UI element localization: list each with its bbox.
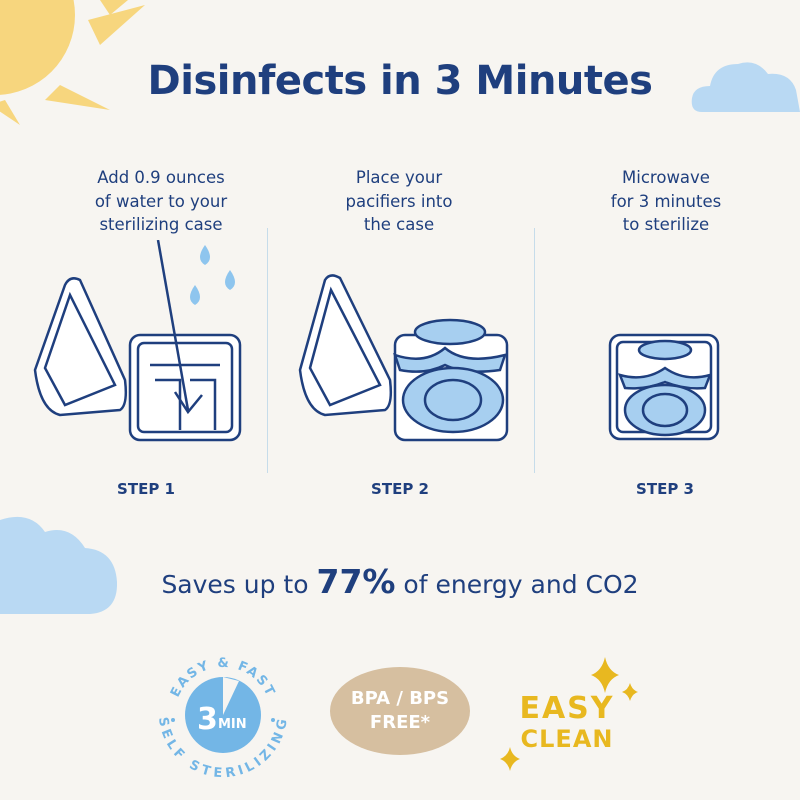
- instruction-line: Add 0.9 ounces: [97, 168, 225, 187]
- step-2-instruction: Place your pacifiers into the case: [289, 166, 509, 237]
- savings-prefix: Saves up to: [161, 570, 317, 599]
- savings-value: 77%: [316, 562, 396, 601]
- self-sterilizing-badge: EASY & FAST SELF STERILIZING 3 MIN: [155, 656, 289, 780]
- instruction-line: pacifiers into: [345, 191, 453, 211]
- bpa-free-badge: BPA / BPS FREE*: [330, 667, 470, 755]
- instruction-line: Microwave: [622, 168, 710, 187]
- instruction-line: the case: [363, 215, 435, 234]
- case-with-water-illustration: [33, 240, 242, 442]
- step-3-instruction: Microwave for 3 minutes to sterilize: [556, 166, 776, 237]
- instruction-line: to sterilize: [622, 215, 710, 234]
- case-with-pacifiers-illustration: [298, 274, 509, 442]
- badge-number: 3: [197, 702, 218, 737]
- sparkle-icon: [500, 657, 638, 771]
- page-title: Disinfects in 3 Minutes: [147, 58, 653, 104]
- instruction-line: of water to your: [94, 191, 228, 211]
- divider: [267, 228, 268, 473]
- bpa-line-1: BPA / BPS: [350, 688, 450, 709]
- instruction-line: Place your: [355, 168, 443, 187]
- divider: [534, 228, 535, 473]
- badge-unit: MIN: [218, 717, 247, 732]
- bpa-line-2: FREE*: [369, 712, 431, 733]
- energy-savings-text: Saves up to 77% of energy and CO2: [0, 562, 800, 601]
- savings-suffix: of energy and CO2: [395, 570, 639, 599]
- instruction-line: for 3 minutes: [610, 191, 722, 211]
- cloud-illustration: [0, 516, 118, 614]
- easy-clean-badge: EASY CLEAN: [512, 694, 622, 754]
- instruction-line: sterilizing case: [99, 215, 223, 234]
- cloud-illustration: [691, 62, 800, 112]
- easy-clean-line-1: EASY: [519, 691, 615, 726]
- step-1-instruction: Add 0.9 ounces of water to your steriliz…: [51, 166, 271, 237]
- easy-clean-line-2: CLEAN: [520, 725, 614, 753]
- step-2-label: STEP 2: [371, 480, 429, 498]
- step-1-label: STEP 1: [117, 480, 175, 498]
- closed-case-illustration: [608, 333, 720, 441]
- sun-illustration: [0, 0, 145, 125]
- step-3-label: STEP 3: [636, 480, 694, 498]
